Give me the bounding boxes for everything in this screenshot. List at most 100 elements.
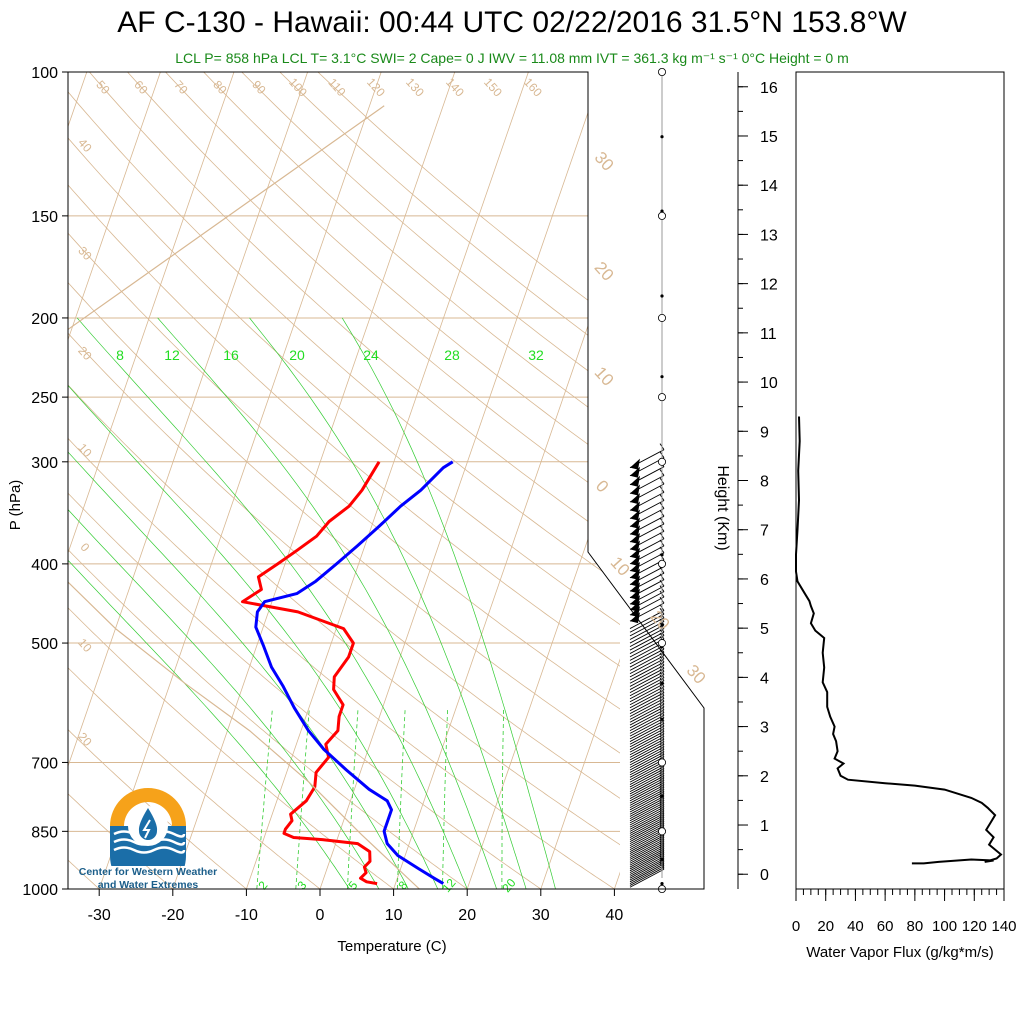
mixing-ratio-line	[397, 707, 406, 889]
dry-adiabat-line	[68, 492, 542, 889]
pressure-marker-circle	[658, 393, 667, 402]
pressure-tick-label: 100	[31, 65, 58, 82]
mixing-ratio-label-top: 32	[528, 347, 544, 363]
isotherm-label: 110	[325, 76, 348, 100]
pressure-tick-label: 500	[31, 636, 58, 653]
parcel-line	[68, 105, 420, 889]
mixing-ratio-label-top: 12	[164, 347, 180, 363]
isotherm-label: 150	[481, 75, 505, 99]
logo-text-line2: and Water Extremes	[97, 879, 199, 891]
height-tick-label: 5	[760, 621, 769, 638]
height-axis-label: Height (Km)	[714, 465, 731, 550]
mixing-ratio-line	[501, 707, 504, 889]
isotherm-label: 70	[171, 78, 191, 98]
flux-tick-label: 20	[817, 918, 834, 935]
mixing-ratio-label-top: 24	[363, 347, 379, 363]
mixing-ratio-label-bottom: 5	[345, 878, 360, 892]
height-tick-label: 12	[760, 277, 778, 294]
flux-tick-label: 100	[932, 918, 957, 935]
height-marker-dot	[660, 294, 664, 298]
isotherm-line	[246, 72, 529, 889]
height-tick-label: 6	[760, 572, 769, 589]
dry-adiabat-line	[68, 91, 704, 642]
pressure-tick-label: 1000	[22, 882, 58, 899]
pressure-tick-label: 250	[31, 390, 58, 407]
mixing-ratio-label-top: 16	[223, 347, 239, 363]
height-tick-label: 11	[760, 326, 777, 343]
isotherm-label: 40	[75, 136, 95, 156]
height-marker-dot	[660, 857, 664, 862]
height-marker-dot	[660, 375, 664, 379]
cw3e-logo-icon	[110, 788, 186, 894]
flux-tick-label: 0	[792, 918, 800, 935]
mixing-ratio-line	[256, 707, 273, 889]
moist-adiabat-line	[68, 384, 439, 889]
isotherm-label: 80	[210, 78, 230, 98]
height-tick-label: 10	[760, 375, 778, 392]
mixing-ratio-label-top: 20	[289, 347, 305, 363]
isotherm-line	[98, 72, 382, 889]
pressure-marker-circle	[658, 559, 667, 568]
pressure-marker-circle	[658, 211, 667, 220]
dry-adiabat-line	[68, 281, 704, 809]
flux-frame	[795, 71, 1005, 890]
dry-adiabat-line	[68, 667, 321, 889]
pressure-tick-label: 400	[31, 557, 58, 574]
height-tick-label: 13	[760, 227, 778, 244]
chart-subtitle: LCL P= 858 hPa LCL T= 3.1°C SWI= 2 Cape=…	[175, 50, 849, 66]
flux-tick-label: 120	[962, 918, 987, 935]
isotherm-label: 90	[249, 78, 269, 98]
height-marker-dot	[660, 794, 664, 798]
height-tick-label: 14	[760, 178, 778, 195]
height-tick-label: 8	[760, 474, 769, 491]
isotherm-label: 50	[93, 78, 113, 98]
mixing-ratio-label-bottom: 12	[439, 876, 459, 895]
isotherm-label: 10	[75, 441, 95, 461]
pressure-tick-label: 700	[31, 755, 58, 772]
pressure-marker-circle	[658, 457, 667, 466]
temperature-line	[241, 461, 381, 886]
mixing-ratio-label-bottom: 8	[395, 878, 410, 892]
flux-tick-label: 80	[907, 918, 924, 935]
height-marker-dot	[660, 623, 664, 627]
pressure-tick-label: 300	[31, 455, 58, 472]
flux-tick-label: 60	[877, 918, 894, 935]
height-tick-label: 3	[760, 720, 769, 737]
mixing-ratio-label-bottom: 3	[294, 878, 309, 892]
height-tick-label: 7	[760, 523, 769, 540]
moist-adiabat-line	[157, 317, 497, 889]
height-tick-label: 16	[760, 80, 778, 97]
temperature-tick-label: 10	[385, 907, 403, 924]
isotherm-label: 160	[521, 75, 545, 99]
height-marker-dot	[660, 681, 664, 685]
logo-text-line1: Center for Western Weather	[78, 866, 218, 878]
temperature-tick-label: -10	[235, 907, 258, 924]
height-tick-label: 15	[760, 129, 778, 146]
mixing-ratio-label-top: 8	[116, 347, 124, 363]
isotherm-label: 10	[75, 636, 95, 656]
dry-adiabat-line	[203, 72, 704, 490]
pressure-marker-circle	[658, 827, 667, 836]
isotherm-label: 20	[75, 730, 95, 750]
moist-adiabat-line	[76, 317, 468, 889]
moist-adiabat-line	[68, 509, 380, 889]
temperature-tick-label: 0	[316, 907, 325, 924]
isotherm-line	[68, 72, 235, 555]
flux-tick-label: 40	[847, 918, 864, 935]
height-marker-dot	[660, 209, 664, 213]
pressure-marker-circle	[658, 313, 667, 322]
mixing-ratio-line	[347, 707, 359, 889]
isotherm-line	[68, 72, 308, 768]
isotherm-label: 0	[78, 540, 93, 555]
dry-adiabat-line	[68, 384, 689, 889]
dry-adiabat-line	[165, 72, 704, 527]
height-tick-label: 1	[760, 818, 769, 835]
dry-adiabat-line	[68, 184, 704, 723]
dewpoint-line	[254, 460, 454, 885]
pressure-axis-label: P (hPa)	[7, 480, 24, 531]
temperature-tick-label: -20	[161, 907, 184, 924]
dry-adiabat-line	[68, 137, 704, 682]
pressure-marker-circle	[658, 758, 667, 767]
height-tick-label: 0	[760, 867, 769, 884]
